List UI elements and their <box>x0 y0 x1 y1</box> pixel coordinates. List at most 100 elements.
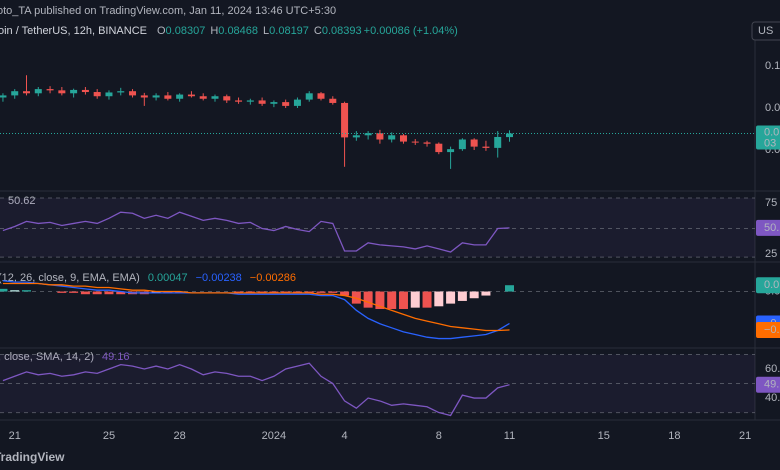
y-tick-label: 0.1 <box>765 60 780 72</box>
histogram-bar <box>422 291 432 308</box>
osc-legend: , close, SMA, 14, 2) 49.16 <box>0 351 130 363</box>
candle-body <box>317 93 325 99</box>
histogram-bar <box>434 291 444 307</box>
candle-body <box>93 92 101 97</box>
candle-body <box>70 89 78 94</box>
candle-body <box>399 135 407 142</box>
ohlc-value: 0.08393 <box>322 25 362 37</box>
histogram-bar <box>457 291 467 301</box>
candle-body <box>176 94 184 99</box>
candle-body <box>470 139 478 147</box>
candle-body <box>282 102 290 106</box>
histogram-bar <box>375 291 385 309</box>
macd-title: (12, 26, close, 9, EMA, EMA) <box>0 272 140 284</box>
candle-body <box>341 102 349 138</box>
histogram-bar <box>363 291 373 308</box>
histogram-bar <box>22 290 32 292</box>
histogram-bar <box>175 291 185 293</box>
legend: oin / TetherUS, 12h, BINANCE O0.08307 H0.0… <box>0 25 458 37</box>
last-price-label: 0.0 <box>764 126 779 138</box>
macd-hist-value: 0.00047 <box>148 272 188 284</box>
currency[interactable]: US <box>758 25 773 37</box>
histogram-bar <box>151 291 161 293</box>
candle-body <box>23 91 31 94</box>
macd-value: −0.00238 <box>196 272 242 284</box>
candle-body <box>34 89 42 94</box>
x-tick-label: 11 <box>504 430 515 442</box>
candle-body <box>305 93 313 100</box>
histogram-bar <box>92 291 102 295</box>
histogram-bar <box>281 291 291 293</box>
candle-body <box>235 100 243 102</box>
candle-body <box>11 91 19 96</box>
y-tick-label: 25 <box>765 248 777 260</box>
candle-body <box>129 91 137 96</box>
histogram-bar <box>80 291 90 295</box>
candle-body <box>117 91 125 93</box>
candle-body <box>364 133 372 136</box>
brand: TradingView <box>0 450 65 464</box>
currency-button[interactable] <box>751 21 780 41</box>
candle-body <box>105 92 113 97</box>
histogram-bar <box>328 291 338 293</box>
candle-body <box>0 95 7 98</box>
candle-body <box>411 141 419 143</box>
band <box>0 197 755 258</box>
candle-body <box>435 143 443 153</box>
candle-body <box>482 146 490 148</box>
countdown-label: 03 <box>764 137 776 149</box>
histogram-bar <box>410 291 420 308</box>
x-tick-label: 21 <box>9 430 21 442</box>
histogram-bar <box>446 291 456 304</box>
macd-legend: (12, 26, close, 9, EMA, EMA) 0.00047 −0.00… <box>0 272 296 284</box>
histogram-bar <box>257 291 267 293</box>
candle-body <box>505 133 513 138</box>
x-tick-label: 8 <box>436 430 442 442</box>
candle-body <box>376 133 384 140</box>
ohlc-label: H <box>210 25 218 37</box>
histogram-bar <box>116 291 126 295</box>
candle-body <box>140 95 148 98</box>
histogram-bar <box>0 288 8 292</box>
indicator-line <box>2 362 510 417</box>
last-value-label-box <box>756 321 780 338</box>
x-tick-label: 15 <box>598 430 610 442</box>
candle-body <box>458 139 466 150</box>
change: +0.00086 (+1.04%) <box>364 25 458 37</box>
histogram-bar <box>269 291 279 293</box>
x-tick-label: 18 <box>668 430 680 442</box>
candle-body <box>447 149 455 153</box>
histogram-bar <box>104 291 114 295</box>
candle-body <box>270 102 278 104</box>
candle-body <box>211 96 219 99</box>
histogram-bar <box>340 291 350 296</box>
histogram-bar <box>387 291 397 309</box>
candle-body <box>199 96 207 99</box>
x-tick-label: 25 <box>103 430 115 442</box>
publisher: oto_TA published on TradingView.com, Jan… <box>0 5 336 17</box>
indicator-line <box>2 282 510 332</box>
candle-body <box>164 95 172 99</box>
candle-body <box>187 94 195 97</box>
candle-body <box>81 89 89 93</box>
histogram-bar <box>292 291 302 293</box>
last-value-label-box <box>756 376 780 393</box>
y-tick-label: 0.0 <box>765 102 780 114</box>
histogram-bar <box>504 285 514 292</box>
last-value-label: 49. <box>764 379 779 391</box>
ohlc-value: 0.08307 <box>166 25 206 37</box>
ohlc-value: 0.08197 <box>269 25 309 37</box>
ohlc-value: 0.08468 <box>218 25 258 37</box>
osc-value: 49.16 <box>102 351 130 363</box>
candle-body <box>58 90 66 94</box>
candle-body <box>223 96 231 101</box>
histogram-bar <box>469 291 479 299</box>
histogram-bar <box>351 291 361 304</box>
candle-body <box>258 100 266 104</box>
candle-body <box>494 136 502 148</box>
ohlc-label: L <box>263 25 269 37</box>
histogram-bar <box>10 290 20 292</box>
histogram-bar <box>304 291 314 293</box>
